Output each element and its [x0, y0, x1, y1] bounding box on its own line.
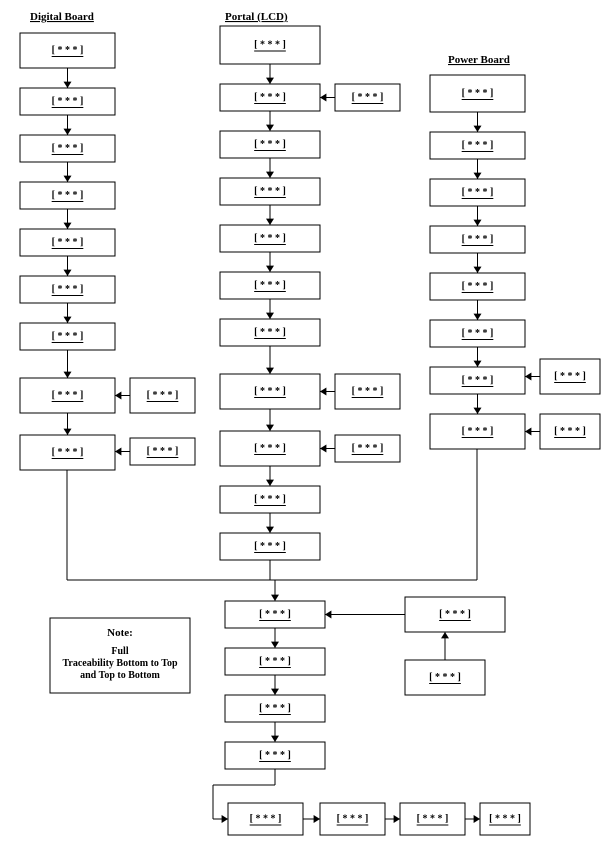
flow-box-label-d2: [ * * * ] — [52, 96, 84, 107]
flow-box-label-p2: [ * * * ] — [254, 92, 286, 103]
arrowhead-icon — [394, 815, 400, 823]
note-title: Note: — [107, 627, 133, 639]
arrowhead-icon — [474, 815, 480, 823]
flowchart-canvas: Digital Board Portal (LCD) Power Board [ * … — [0, 0, 602, 865]
flow-box-label-d6: [ * * * ] — [52, 284, 84, 295]
flow-box-label-d1: [ * * * ] — [52, 45, 84, 56]
arrowhead-icon — [474, 314, 482, 320]
flow-box-label-b3: [ * * * ] — [417, 814, 449, 825]
flow-box-label-p10: [ * * * ] — [254, 494, 286, 505]
flow-box-label-d7: [ * * * ] — [52, 331, 84, 342]
arrowhead-icon — [271, 689, 279, 695]
flow-box-label-m1: [ * * * ] — [259, 609, 291, 620]
arrowhead-icon — [64, 429, 72, 435]
flow-box-label-w6: [ * * * ] — [462, 328, 494, 339]
flow-box-label-p5: [ * * * ] — [254, 233, 286, 244]
flow-box-label-p6: [ * * * ] — [254, 280, 286, 291]
hdr-power: Power Board — [448, 54, 510, 66]
flow-box-label-d4: [ * * * ] — [52, 190, 84, 201]
arrowhead-icon — [441, 632, 449, 638]
arrowhead-icon — [474, 267, 482, 273]
arrowhead-icon — [474, 126, 482, 132]
flow-box-label-w5: [ * * * ] — [462, 281, 494, 292]
flow-box-label-p9: [ * * * ] — [254, 443, 286, 454]
arrowhead-icon — [64, 82, 72, 88]
arrowhead-icon — [266, 172, 274, 178]
arrowhead-icon — [271, 595, 279, 601]
arrowhead-icon — [266, 480, 274, 486]
flow-box-label-p8s: [ * * * ] — [352, 386, 384, 397]
arrowhead-icon — [474, 361, 482, 367]
flow-box-label-d8: [ * * * ] — [52, 390, 84, 401]
flow-box-label-p9s: [ * * * ] — [352, 443, 384, 454]
arrowhead-icon — [115, 448, 121, 456]
arrowhead-icon — [266, 78, 274, 84]
flow-box-label-p8: [ * * * ] — [254, 386, 286, 397]
flow-box-label-w4: [ * * * ] — [462, 234, 494, 245]
arrowhead-icon — [325, 611, 331, 619]
arrowhead-icon — [266, 527, 274, 533]
flow-box-label-d5: [ * * * ] — [52, 237, 84, 248]
flow-box-label-d9: [ * * * ] — [52, 447, 84, 458]
note-line: Full — [111, 646, 128, 657]
flow-box-label-d8s: [ * * * ] — [147, 390, 179, 401]
flow-box-label-m4: [ * * * ] — [259, 750, 291, 761]
flow-box-label-r2: [ * * * ] — [429, 672, 461, 683]
arrowhead-icon — [222, 815, 228, 823]
arrowhead-icon — [474, 408, 482, 414]
arrowhead-icon — [64, 372, 72, 378]
flow-box-label-w7: [ * * * ] — [462, 375, 494, 386]
flow-box-label-w8s: [ * * * ] — [554, 426, 586, 437]
flow-box-label-w7s: [ * * * ] — [554, 371, 586, 382]
hdr-portal: Portal (LCD) — [225, 11, 288, 23]
arrowhead-icon — [266, 313, 274, 319]
flow-box-label-w1: [ * * * ] — [462, 88, 494, 99]
flow-box-label-p4: [ * * * ] — [254, 186, 286, 197]
arrowhead-icon — [271, 642, 279, 648]
arrowhead-icon — [266, 219, 274, 225]
arrowhead-icon — [115, 392, 121, 400]
flow-box-label-p7: [ * * * ] — [254, 327, 286, 338]
arrowhead-icon — [320, 388, 326, 396]
flow-box-label-m3: [ * * * ] — [259, 703, 291, 714]
flow-box-label-w2: [ * * * ] — [462, 140, 494, 151]
flow-box-label-b4: [ * * * ] — [489, 814, 521, 825]
flow-box-label-p11: [ * * * ] — [254, 541, 286, 552]
hdr-digital: Digital Board — [30, 11, 94, 23]
arrowhead-icon — [271, 736, 279, 742]
flow-box-label-r1: [ * * * ] — [439, 609, 471, 620]
flow-box-label-b2: [ * * * ] — [337, 814, 369, 825]
arrowhead-icon — [320, 94, 326, 102]
flow-box-label-m2: [ * * * ] — [259, 656, 291, 667]
flow-box-label-d3: [ * * * ] — [52, 143, 84, 154]
arrowhead-icon — [525, 428, 531, 436]
arrowhead-icon — [314, 815, 320, 823]
arrowhead-icon — [64, 129, 72, 135]
note-line: and Top to Bottom — [80, 670, 160, 681]
arrowhead-icon — [474, 173, 482, 179]
flow-box-label-p2s: [ * * * ] — [352, 92, 384, 103]
arrowhead-icon — [474, 220, 482, 226]
arrowhead-icon — [64, 270, 72, 276]
flow-box-label-p3: [ * * * ] — [254, 139, 286, 150]
arrowhead-icon — [64, 223, 72, 229]
arrowhead-icon — [64, 317, 72, 323]
arrowhead-icon — [64, 176, 72, 182]
flow-box-label-w3: [ * * * ] — [462, 187, 494, 198]
arrowhead-icon — [266, 368, 274, 374]
arrowhead-icon — [320, 445, 326, 453]
flow-box-label-m5: [ * * * ] — [250, 814, 282, 825]
arrowhead-icon — [266, 266, 274, 272]
flow-box-label-d9s: [ * * * ] — [147, 446, 179, 457]
arrowhead-icon — [266, 425, 274, 431]
flow-box-label-p1: [ * * * ] — [254, 40, 286, 51]
flow-box-label-w8: [ * * * ] — [462, 426, 494, 437]
arrowhead-icon — [525, 373, 531, 381]
arrowhead-icon — [266, 125, 274, 131]
note-line: Traceability Bottom to Top — [62, 658, 178, 669]
